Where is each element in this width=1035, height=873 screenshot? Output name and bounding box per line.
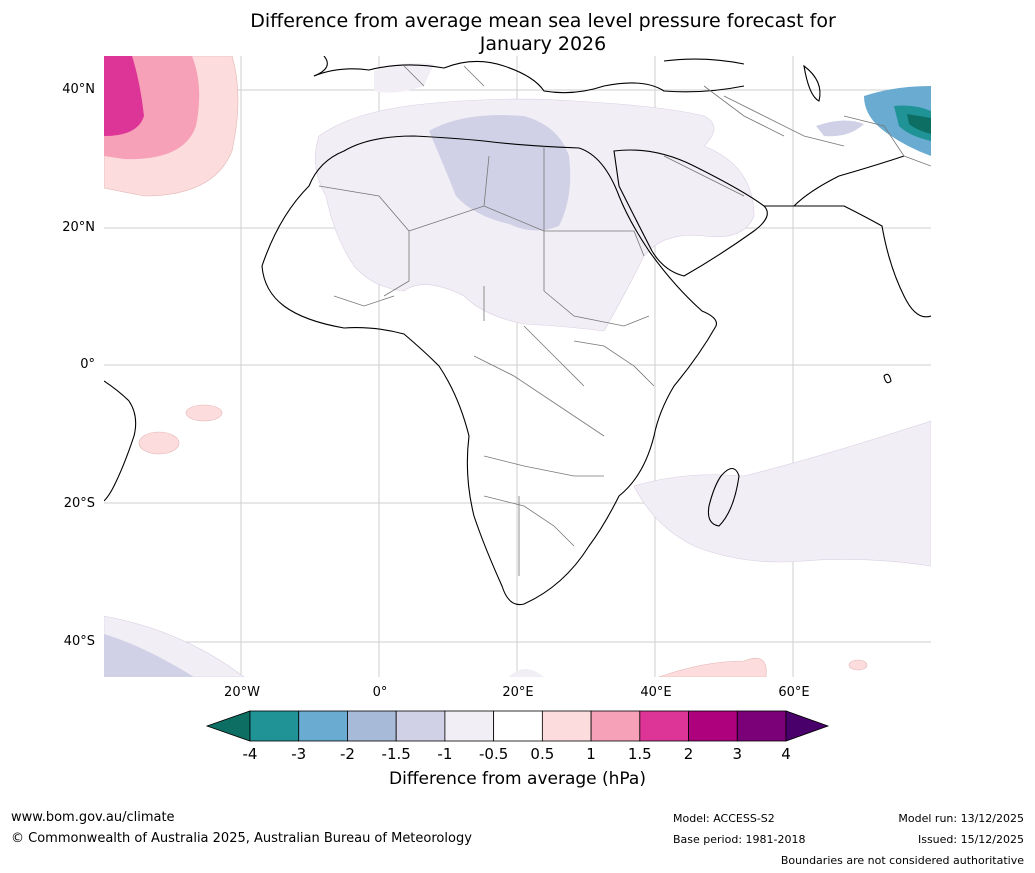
- colorbar-segment: [347, 710, 397, 742]
- colorbar-tick-label: 2: [683, 745, 694, 763]
- title-line-1: Difference from average mean sea level p…: [250, 10, 836, 32]
- colorbar: [205, 710, 830, 742]
- coastlines: [104, 56, 931, 606]
- colorbar-segment: [444, 710, 495, 742]
- footer-model: Model: ACCESS-S2: [673, 812, 775, 825]
- colorbar-tick-label: 4: [781, 745, 791, 763]
- footer-base-period: Base period: 1981-2018: [673, 833, 806, 846]
- colorbar-tick-label: 3: [732, 745, 743, 763]
- colorbar-label: Difference from average (hPa): [389, 769, 646, 789]
- colorbar-segment: [298, 710, 348, 742]
- colorbar-segment: [493, 710, 543, 742]
- colorbar-tick-label: -0.5: [478, 745, 509, 763]
- map-panel: [104, 56, 931, 677]
- colorbar-extend-high: [785, 710, 830, 742]
- colorbar-tick-label: -1: [437, 745, 453, 763]
- colorbar-tick-label: -1.5: [381, 745, 411, 763]
- lon-label-0: 0°: [372, 685, 388, 700]
- title-line-2: January 2026: [479, 33, 607, 55]
- footer-issued: Issued: 15/12/2025: [917, 833, 1024, 846]
- map-canvas: [104, 56, 931, 677]
- colorbar-segment: [249, 710, 300, 742]
- colorbar-segment: [590, 710, 641, 742]
- colorbar-tick-label: -4: [242, 745, 258, 763]
- chart-title: Difference from average mean sea level p…: [0, 10, 1035, 56]
- footer-model-run: Model run: 13/12/2025: [898, 812, 1024, 825]
- colorbar-segment: [736, 710, 787, 742]
- colorbar-segment: [541, 710, 592, 742]
- colorbar-extend-low: [205, 710, 251, 742]
- pressure-anomaly-fills: [104, 56, 931, 677]
- lat-label-40s: 40°S: [63, 634, 95, 649]
- footer-copyright: © Commonwealth of Australia 2025, Austra…: [11, 831, 472, 846]
- lon-label-40e: 40°E: [640, 685, 672, 700]
- footer-website: www.bom.gov.au/climate: [11, 810, 175, 825]
- colorbar-tick-label: 1: [586, 745, 596, 763]
- colorbar-tick-label: -2: [339, 745, 355, 763]
- lon-label-60e: 60°E: [778, 685, 810, 700]
- colorbar-segment: [688, 710, 738, 742]
- country-borders: [318, 65, 931, 576]
- lon-label-20e: 20°E: [502, 685, 534, 700]
- lat-label-0: 0°: [80, 357, 95, 372]
- footer-disclaimer: Boundaries are not considered authoritat…: [780, 854, 1024, 867]
- colorbar-tick-label: 0.5: [530, 745, 555, 763]
- lon-label-20w: 20°W: [224, 685, 260, 700]
- lat-label-20n: 20°N: [62, 220, 95, 235]
- colorbar-tick-label: -3: [291, 745, 307, 763]
- colorbar-segment: [395, 710, 446, 742]
- lat-label-20s: 20°S: [63, 496, 95, 511]
- colorbar-tick-label: 1.5: [627, 745, 652, 763]
- lat-label-40n: 40°N: [62, 82, 95, 97]
- colorbar-segment: [639, 710, 689, 742]
